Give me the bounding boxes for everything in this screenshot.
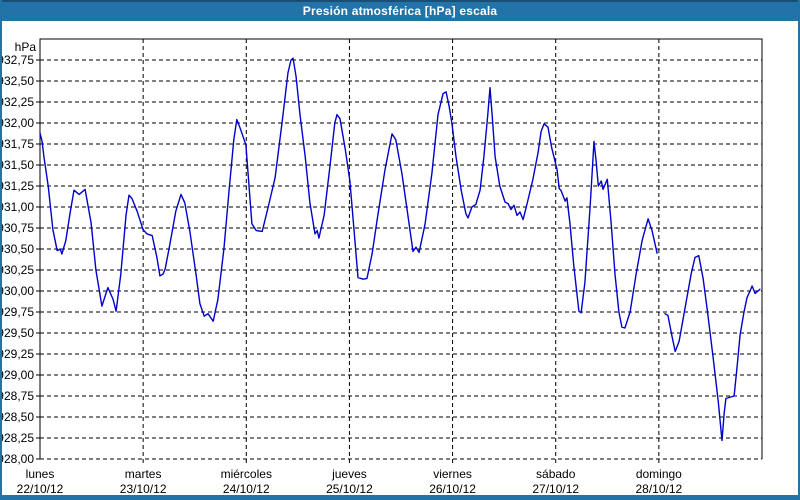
- x-date-label: 23/10/12: [120, 482, 167, 496]
- y-tick-label: 929,25: [0, 347, 34, 361]
- x-day-label: sábado: [536, 467, 576, 481]
- y-tick-label: 929,50: [0, 326, 34, 340]
- y-tick-label: 929,00: [0, 368, 34, 382]
- y-tick-label: 930,75: [0, 221, 34, 235]
- chart-title: Presión atmosférica [hPa] escala: [302, 4, 498, 18]
- x-day-label: jueves: [331, 467, 367, 481]
- y-axis-unit-label: hPa: [15, 40, 37, 54]
- x-date-label: 22/10/12: [17, 482, 64, 496]
- chart-title-bar: Presión atmosférica [hPa] escala: [0, 0, 800, 21]
- x-date-label: 25/10/12: [326, 482, 373, 496]
- y-tick-label: 928,75: [0, 389, 34, 403]
- y-tick-label: 932,50: [0, 74, 34, 88]
- y-tick-label: 931,25: [0, 179, 34, 193]
- x-day-label: viernes: [433, 467, 472, 481]
- y-tick-label: 930,25: [0, 263, 34, 277]
- x-day-label: domingo: [636, 467, 682, 481]
- x-date-label: 27/10/12: [532, 482, 579, 496]
- x-day-label: lunes: [26, 467, 55, 481]
- y-tick-label: 931,75: [0, 137, 34, 151]
- pressure-series-line: [39, 57, 658, 329]
- y-tick-label: 932,00: [0, 116, 34, 130]
- y-tick-label: 930,00: [0, 284, 34, 298]
- plot-frame: [39, 38, 763, 459]
- x-date-label: 24/10/12: [223, 482, 270, 496]
- y-tick-label: 929,75: [0, 305, 34, 319]
- y-tick-label: 928,25: [0, 431, 34, 445]
- x-date-label: 28/10/12: [635, 482, 682, 496]
- y-tick-label: 931,50: [0, 158, 34, 172]
- x-day-label: martes: [125, 467, 162, 481]
- y-tick-label: 931,00: [0, 200, 34, 214]
- y-tick-label: 928,00: [0, 452, 34, 466]
- x-day-label: miércoles: [221, 467, 272, 481]
- pressure-series-line: [664, 254, 761, 442]
- y-tick-label: 928,50: [0, 410, 34, 424]
- y-tick-label: 930,50: [0, 242, 34, 256]
- y-tick-label: 932,25: [0, 95, 34, 109]
- y-tick-label: 932,75: [0, 53, 34, 67]
- x-date-label: 26/10/12: [429, 482, 476, 496]
